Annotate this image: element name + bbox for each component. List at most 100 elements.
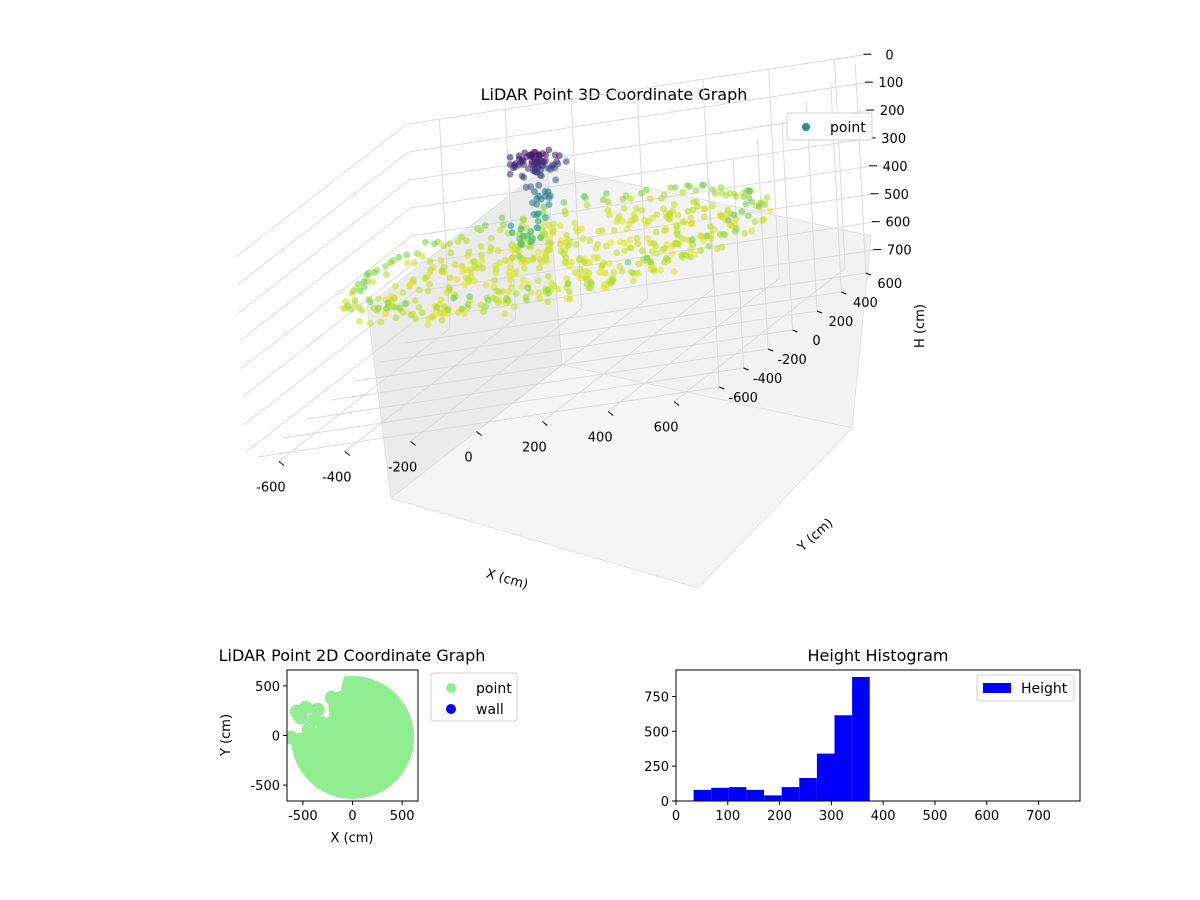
lidar-3d-point — [360, 278, 368, 285]
lidar-3d-point — [689, 241, 697, 249]
y-tick-label: -200 — [777, 353, 807, 368]
grid-line-x — [607, 69, 780, 412]
lidar-3d-point — [465, 248, 473, 256]
lidar-3d-point — [490, 294, 497, 302]
lidar-3d-point — [494, 247, 502, 255]
lidar-3d-point — [626, 236, 634, 244]
histogram-bar — [711, 787, 729, 801]
lidar-3d-point — [603, 190, 610, 197]
height-histogram-chart: Height Histogram 0 100 200 300 400 500 600 7000… — [644, 646, 1081, 824]
lidar-3d-point — [481, 222, 489, 229]
lidar-3d-point — [633, 205, 641, 212]
lidar-3d-point — [556, 240, 564, 248]
lidar-3d-point — [515, 252, 523, 260]
lidar-3d-point — [561, 207, 569, 215]
lidar-3d-point — [453, 276, 461, 283]
lidar-3d-point — [426, 257, 434, 265]
lidar-3d-point — [451, 261, 459, 268]
lidar-3d-point — [445, 240, 453, 248]
lidar-3d-point — [377, 318, 385, 326]
lidar-3d-point — [537, 258, 545, 266]
lidar-3d-point — [536, 295, 544, 302]
lidar-3d-point — [751, 218, 759, 226]
lidar-3d-point — [522, 183, 530, 191]
lidar-3d-point — [619, 195, 627, 203]
lidar-3d-point — [546, 246, 554, 254]
lidar-3d-point — [580, 192, 588, 200]
lidar-3d-point — [550, 220, 557, 228]
histogram-y-tick-label: 0 — [661, 795, 669, 810]
grid-line-x — [344, 109, 517, 452]
lidar-3d-point — [575, 256, 583, 264]
x-tick-mark — [542, 421, 548, 426]
lidar-3d-point — [502, 256, 509, 264]
x-tick-label: -400 — [322, 471, 352, 486]
lidar-3d-point — [479, 264, 486, 272]
lidar-3d-point — [536, 264, 543, 272]
lidar-3d-point — [544, 272, 552, 280]
lidar-3d-point — [535, 289, 543, 296]
lidar-2d-legend-marker-point — [446, 683, 456, 693]
z-tick-label: 600 — [885, 216, 910, 231]
lidar-3d-point — [667, 184, 674, 192]
lidar-2d-x-tick-label: -500 — [288, 809, 318, 824]
lidar-3d-point — [740, 193, 747, 201]
lidar-3d-point — [596, 269, 603, 276]
lidar-3d-point — [555, 285, 562, 293]
lidar-3d-legend: point — [786, 112, 873, 141]
x-tick-mark — [476, 431, 482, 436]
lidar-3d-point — [549, 228, 557, 235]
grid-line-x — [542, 79, 714, 422]
y-tick-mark — [865, 272, 871, 276]
lidar-3d-point — [679, 188, 687, 196]
lidar-3d-point — [638, 206, 646, 214]
lidar-3d-point — [544, 298, 552, 306]
lidar-3d-point — [620, 205, 628, 212]
histogram-bar — [781, 787, 800, 801]
lidar-3d-point — [600, 284, 607, 292]
z-tick-label: 0 — [885, 48, 893, 63]
lidar-3d-point — [524, 284, 532, 292]
lidar-3d-point — [572, 241, 580, 248]
histogram-y-tick-label: 750 — [644, 690, 669, 705]
lidar-3d-point — [375, 295, 382, 302]
lidar-3d-point — [506, 170, 514, 178]
lidar-3d-point — [624, 259, 632, 266]
y-tick-mark — [841, 291, 847, 295]
lidar-3d-point — [542, 214, 549, 222]
lidar-3d-point — [741, 230, 748, 237]
lidar-3d-point — [357, 287, 364, 295]
lidar-3d-point — [540, 203, 548, 211]
lidar-3d-point — [566, 295, 574, 303]
lidar-3d-point — [599, 262, 606, 269]
lidar-3d-point — [477, 251, 485, 259]
x-tick-label: 600 — [654, 421, 679, 436]
lidar-3d-point — [621, 239, 628, 247]
histogram-bar — [816, 753, 835, 801]
lidar-3d-point — [703, 232, 710, 240]
lidar-3d-point — [610, 227, 618, 234]
lidar-3d-point — [396, 304, 403, 312]
lidar-3d-point — [755, 203, 763, 211]
lidar-3d-point — [529, 256, 537, 263]
y-tick-mark — [816, 310, 823, 314]
lidar-3d-point — [613, 249, 621, 257]
histogram-bar — [746, 789, 764, 801]
lidar-3d-point — [594, 254, 602, 262]
lidar-3d-point — [623, 225, 631, 233]
lidar-3d-zlabel: H (cm) — [913, 304, 928, 348]
lidar-3d-point — [683, 252, 690, 259]
lidar-3d-point — [347, 305, 355, 313]
lidar-3d-point — [687, 214, 695, 222]
lidar-3d-point — [517, 225, 525, 233]
lidar-2d-xlabel: X (cm) — [331, 831, 374, 846]
lidar-3d-point — [537, 195, 545, 203]
lidar-3d-point — [697, 247, 705, 255]
y-tick-label: 0 — [812, 334, 820, 349]
lidar-2d-point — [289, 704, 304, 719]
lidar-3d-point — [437, 257, 445, 264]
lidar-3d-point — [562, 254, 570, 262]
lidar-3d-point — [629, 277, 637, 285]
histogram-y-tick-label: 250 — [644, 760, 669, 775]
